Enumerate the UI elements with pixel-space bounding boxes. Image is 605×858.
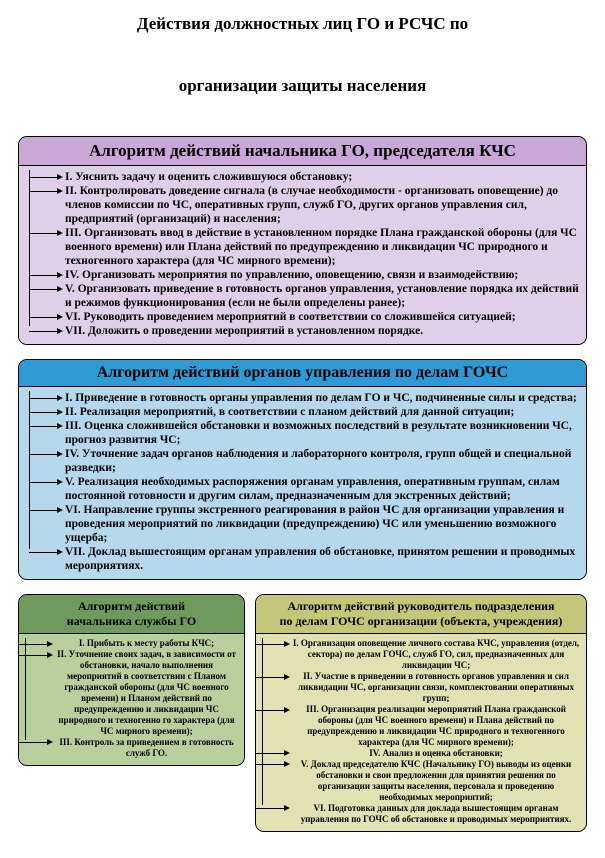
- list-item: III. Контроль за приведением в готовност…: [55, 737, 238, 759]
- list-item: II. Контролировать доведение сигнала (в …: [65, 184, 580, 226]
- block-management-header: Алгоритм действий органов управления по …: [19, 360, 586, 387]
- block-commander-header: Алгоритм действий начальника ГО, председ…: [19, 137, 586, 166]
- list-item: VII. Доложить о проведении мероприятий в…: [65, 324, 580, 338]
- block-unit-head-header: Алгоритм действий руководитель подраздел…: [256, 595, 586, 634]
- block-unit-head: Алгоритм действий руководитель подраздел…: [255, 594, 587, 831]
- tree-spine: [25, 638, 26, 739]
- list-item: III. Оценка сложившейся обстановки и воз…: [65, 419, 580, 447]
- header-line: Алгоритм действий: [78, 599, 185, 613]
- list-item: VI. Направление группы экстренного реаги…: [65, 503, 580, 545]
- list-item: III. Организация реализации мероприятий …: [292, 704, 580, 748]
- list-item: V. Реализация необходимых распоряжения о…: [65, 475, 580, 503]
- list-item: I. Уяснить задачу и оценить сложившуюся …: [65, 170, 580, 184]
- header-line: по делам ГОЧС организации (объекта, учре…: [280, 614, 563, 628]
- block-service-head-body: I. Прибыть к месту работы КЧС; II. Уточн…: [19, 634, 244, 765]
- list-item: IV. Организовать мероприятия по управлен…: [65, 268, 580, 282]
- tree-spine: [262, 638, 263, 805]
- list-item: VII. Доклад вышестоящим органам управлен…: [65, 545, 580, 573]
- list-item: I. Приведение в готовность органы управл…: [65, 391, 580, 405]
- list-item: I. Организация оповещение личного состав…: [292, 638, 580, 671]
- list-item: II. Реализация мероприятий, в соответств…: [65, 405, 580, 419]
- tree-spine: [29, 391, 30, 549]
- block-management-body: I. Приведение в готовность органы управл…: [19, 387, 586, 579]
- tree-spine: [29, 170, 30, 326]
- list-item: III. Организовать ввод в действие в уста…: [65, 226, 580, 268]
- list-item: I. Прибыть к месту работы КЧС;: [55, 638, 238, 649]
- header-line: начальника службы ГО: [67, 614, 196, 628]
- block-service-head: Алгоритм действий начальника службы ГО I…: [18, 594, 245, 766]
- list-item: VI. Подготовка данных для доклада вышест…: [292, 803, 580, 825]
- header-line: Алгоритм действий руководитель подраздел…: [287, 599, 554, 613]
- list-item: II. Уточнение своих задач, в зависимости…: [55, 649, 238, 737]
- block-management: Алгоритм действий органов управления по …: [18, 359, 587, 580]
- block-commander: Алгоритм действий начальника ГО, председ…: [18, 136, 587, 345]
- page-title-line1: Действия должностных лиц ГО и РСЧС по: [18, 12, 587, 36]
- list-item: IV. Анализ и оценка обстановки;: [292, 748, 580, 759]
- block-unit-head-body: I. Организация оповещение личного состав…: [256, 634, 586, 830]
- list-item: V. Доклад председателю КЧС (Начальнику Г…: [292, 759, 580, 803]
- block-service-head-header: Алгоритм действий начальника службы ГО: [19, 595, 244, 634]
- list-item: IV. Уточнение задач органов наблюдения и…: [65, 447, 580, 475]
- list-item: II. Участие в приведении в готовность ор…: [292, 671, 580, 704]
- list-item: V. Организовать приведение в готовность …: [65, 282, 580, 310]
- block-commander-body: I. Уяснить задачу и оценить сложившуюся …: [19, 166, 586, 344]
- list-item: VI. Руководить проведением мероприятий в…: [65, 310, 580, 324]
- page-title-line2: организации защиты населения: [18, 76, 587, 96]
- bottom-row: Алгоритм действий начальника службы ГО I…: [18, 594, 587, 845]
